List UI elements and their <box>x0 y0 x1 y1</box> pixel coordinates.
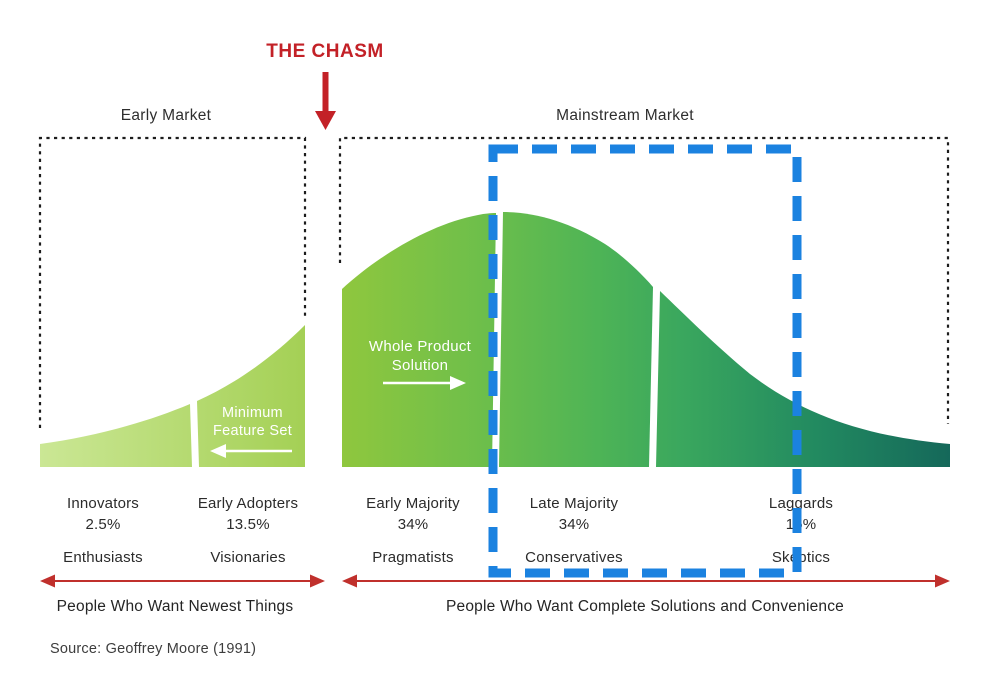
mainstream-market-label: Mainstream Market <box>556 107 694 124</box>
minimum-feature-line1: Minimum <box>222 405 283 421</box>
mainstream-market-span-arrow <box>342 574 950 588</box>
audience-early-market: People Who Want Newest Things <box>56 598 294 615</box>
minimum-feature-arrow-icon <box>210 444 292 458</box>
persona-label-skeptics: Skeptics <box>771 549 831 566</box>
persona-label-conservatives: Conservatives <box>525 549 623 566</box>
persona-label-pragmatists: Pragmatists <box>372 549 454 566</box>
whole-product-arrow-icon <box>383 376 466 390</box>
early-market-dotted-box <box>38 136 307 428</box>
segment-name: Early Majority <box>366 495 460 512</box>
persona-label-visionaries: Visionaries <box>210 549 286 566</box>
audience-mainstream-market: People Who Want Complete Solutions and C… <box>445 598 844 615</box>
segment-label-early-adopters: Early Adopters 13.5% <box>163 493 333 535</box>
segment-percent: 34% <box>397 516 429 533</box>
minimum-feature-annotation: Minimum Feature Set <box>190 404 315 440</box>
segment-percent: 16% <box>785 516 817 533</box>
whole-product-line1: Whole Product <box>368 338 472 355</box>
early-market-span-arrow <box>40 574 325 588</box>
chasm-arrow-icon <box>315 72 336 130</box>
innovators-curve-segment <box>40 404 192 467</box>
early-adopters-curve-segment <box>197 325 305 467</box>
segment-label-laggards: Laggards 16% <box>716 493 886 535</box>
early-market-label: Early Market <box>120 107 212 124</box>
whole-product-annotation: Whole Product Solution <box>350 337 490 375</box>
mainstream-market-dotted-box <box>338 136 950 424</box>
segment-label-innovators: Innovators 2.5% <box>18 493 188 535</box>
chasm-title: THE CHASM <box>266 41 384 62</box>
whole-product-line2: Solution <box>391 357 449 374</box>
segment-name: Early Adopters <box>197 495 299 512</box>
segment-percent: 2.5% <box>85 516 121 533</box>
segment-label-early-majority: Early Majority 34% <box>328 493 498 535</box>
early-majority-curve-segment <box>342 213 496 467</box>
source-attribution: Source: Geoffrey Moore (1991) <box>50 641 257 657</box>
segment-label-late-majority: Late Majority 34% <box>489 493 659 535</box>
segment-percent: 34% <box>558 516 590 533</box>
segment-percent: 13.5% <box>226 516 270 533</box>
minimum-feature-line2: Feature Set <box>212 423 293 439</box>
segment-name: Innovators <box>66 495 140 512</box>
persona-label-enthusiasts: Enthusiasts <box>63 549 143 566</box>
segment-name: Late Majority <box>529 495 619 512</box>
segment-name: Laggards <box>768 495 834 512</box>
